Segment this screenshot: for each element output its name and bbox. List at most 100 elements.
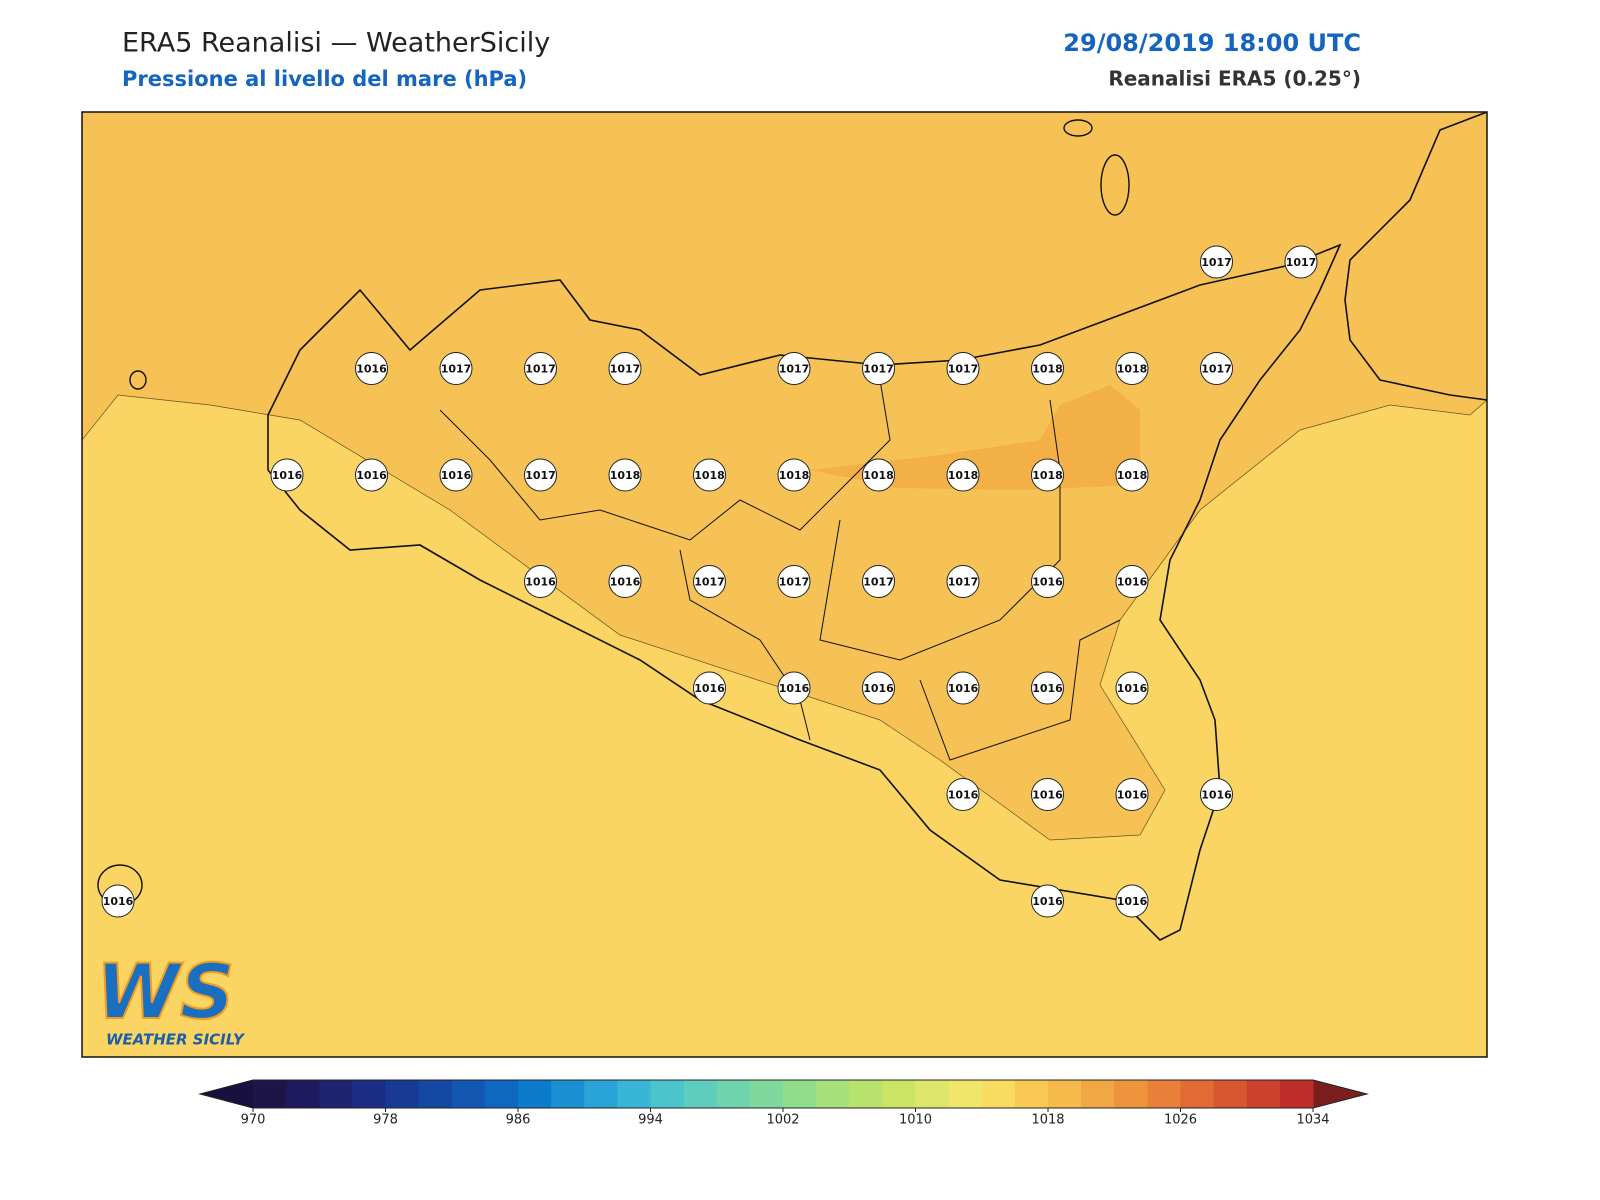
station-value: 1018 <box>1117 363 1148 376</box>
station-marker <box>524 352 557 385</box>
colorbar-bin <box>484 1080 519 1108</box>
colorbar-bin <box>1147 1080 1181 1108</box>
map-frame <box>81 111 1488 1058</box>
colorbar-bin <box>915 1080 950 1108</box>
logo-name: WEATHER SICILY <box>106 1031 246 1049</box>
station-marker <box>1031 671 1064 705</box>
colorbar-bin <box>551 1080 585 1108</box>
station-marker <box>1284 245 1318 279</box>
colorbar-tick-label: 1002 <box>766 1113 799 1128</box>
station-marker <box>1115 778 1149 811</box>
station-value: 1017 <box>525 363 556 376</box>
colorbar-tick-label: 978 <box>373 1113 398 1128</box>
colorbar-bin <box>849 1080 883 1108</box>
station-marker <box>862 458 895 492</box>
station-marker <box>693 671 726 705</box>
station-value: 1016 <box>356 363 387 376</box>
station-value: 1018 <box>863 469 894 482</box>
colorbar-bin <box>1180 1080 1215 1108</box>
colorbar-tick-label: 986 <box>506 1113 531 1128</box>
station-marker <box>777 671 811 705</box>
station-marker <box>355 458 388 492</box>
colorbar-extend-low <box>200 1080 253 1108</box>
colorbar-bin <box>286 1080 320 1108</box>
station-marker <box>862 671 895 705</box>
station-marker <box>777 352 811 385</box>
station-value: 1016 <box>1117 789 1148 802</box>
station-value: 1016 <box>441 469 472 482</box>
colorbar-bin <box>783 1080 817 1108</box>
colorbar-bin <box>882 1080 916 1108</box>
colorbar-bin <box>385 1080 420 1108</box>
colorbar-bin <box>1014 1080 1049 1108</box>
colorbar-bin <box>518 1080 552 1108</box>
province-borders <box>679 549 811 741</box>
station-value: 1016 <box>1032 789 1063 802</box>
colorbar-bin <box>749 1080 784 1108</box>
province-borders <box>439 379 891 541</box>
station-marker <box>608 565 642 598</box>
colorbar-bin <box>981 1080 1016 1108</box>
station-value: 1016 <box>779 682 810 695</box>
datetime: 29/08/2019 18:00 UTC <box>1063 29 1361 57</box>
station-value: 1017 <box>863 576 894 589</box>
colorbar-tick-label: 994 <box>638 1113 663 1128</box>
station-value: 1017 <box>610 363 641 376</box>
logo-mark: WS <box>96 947 235 1036</box>
station-value: 1016 <box>272 469 303 482</box>
station-value: 1018 <box>1117 469 1148 482</box>
colorbar-bin <box>1114 1080 1148 1108</box>
station-value: 1016 <box>1117 682 1148 695</box>
colorbar-bin <box>1213 1080 1248 1108</box>
logo: WS WEATHER SICILY <box>95 946 246 1049</box>
colorbar-bin <box>716 1080 751 1108</box>
station-marker <box>439 352 473 385</box>
station-marker <box>439 458 473 492</box>
colorbar-tick-label: 1034 <box>1296 1113 1329 1128</box>
stations: 1017 1017 1016 1017 1017 1017 1017 1017 1017 1018… <box>101 245 1318 918</box>
station-marker <box>693 458 726 492</box>
station-value: 1016 <box>103 895 134 908</box>
station-marker <box>1115 671 1149 705</box>
station-value: 1017 <box>779 576 810 589</box>
station-value: 1016 <box>1032 682 1063 695</box>
colorbar-bin <box>948 1080 983 1108</box>
island <box>1063 119 1093 137</box>
colorbar-bin <box>253 1080 287 1108</box>
station-marker <box>946 778 980 811</box>
colorbar-bin <box>1081 1080 1115 1108</box>
station-marker <box>946 352 980 385</box>
colorbar-tick-label: 970 <box>241 1113 266 1128</box>
colorbar: 970 978 986 994 1002 1010 1018 1026 1034 <box>198 1079 1369 1128</box>
station-value: 1017 <box>441 363 472 376</box>
station-value: 1018 <box>694 469 725 482</box>
colorbar-bin <box>1048 1080 1082 1108</box>
station-marker <box>1115 565 1149 598</box>
station-value: 1016 <box>610 576 641 589</box>
colorbar-bin <box>584 1080 618 1108</box>
station-value: 1017 <box>1286 256 1317 269</box>
calabria-coast <box>1344 112 1487 401</box>
station-value: 1017 <box>863 363 894 376</box>
station-marker <box>1031 565 1064 598</box>
station-value: 1018 <box>948 469 979 482</box>
colorbar-tick-label: 1026 <box>1164 1113 1197 1128</box>
island <box>129 370 147 390</box>
station-marker <box>1115 352 1149 385</box>
station-value: 1017 <box>948 363 979 376</box>
colorbar-extend-high <box>1313 1080 1367 1108</box>
colorbar-bin <box>319 1080 353 1108</box>
colorbar-bin <box>451 1080 486 1108</box>
station-marker <box>101 884 135 918</box>
station-marker <box>946 565 980 598</box>
colorbar-tick-label: 1018 <box>1031 1113 1064 1128</box>
colorbar-bin <box>1279 1080 1314 1108</box>
station-value: 1016 <box>694 682 725 695</box>
station-marker <box>1031 458 1064 492</box>
station-marker <box>1200 352 1233 385</box>
station-marker <box>777 565 811 598</box>
colorbar-bin <box>1246 1080 1281 1108</box>
station-marker <box>524 458 557 492</box>
